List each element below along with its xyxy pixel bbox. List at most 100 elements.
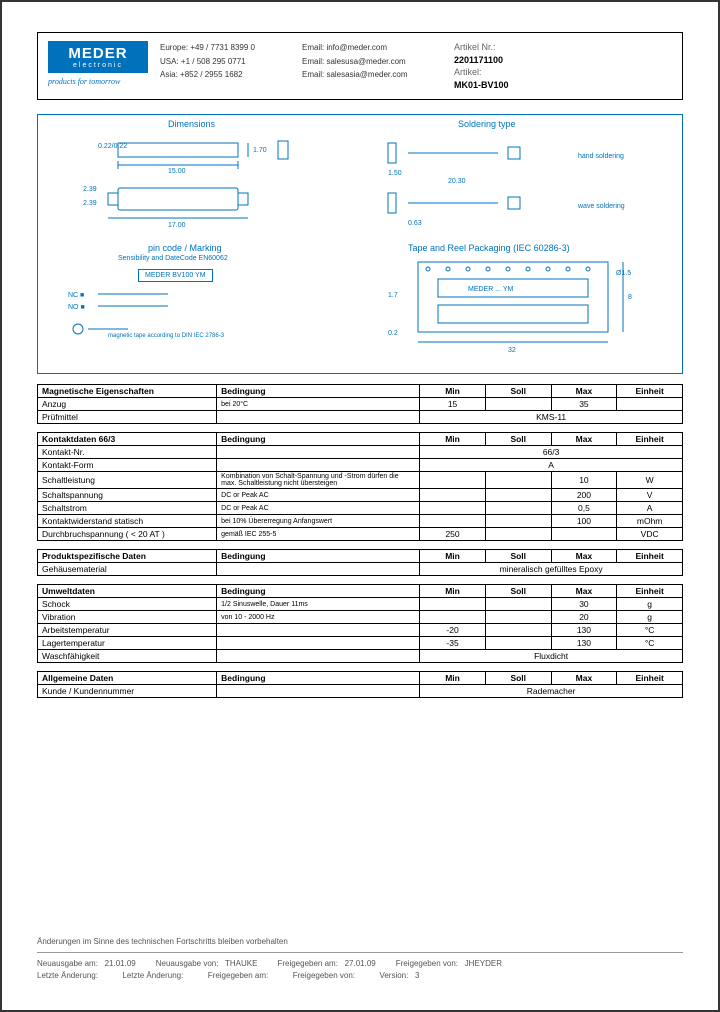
footer-field: Freigegeben von: [293,971,360,980]
table-header: Magnetische Eigenschaften [38,385,217,398]
pincode-title: pin code / Marking [148,243,222,253]
hand-solder-label: hand soldering [578,153,624,160]
table-header: Min [420,585,486,598]
table-header: Bedingung [217,385,420,398]
footer-field: Version: 3 [379,971,419,980]
table-header: Min [420,385,486,398]
table-header: Min [420,433,486,446]
table-row: Kontakt-FormA [38,459,683,472]
svg-text:1.70: 1.70 [253,147,267,154]
table-row: Durchbruchspannung ( < 20 AT )gemäß IEC … [38,528,683,541]
table-header: Max [551,385,617,398]
table-header: Min [420,550,486,563]
table-header: Bedingung [217,550,420,563]
spec-table: Allgemeine DatenBedingungMinSollMaxEinhe… [37,671,683,698]
table-header: Einheit [617,585,683,598]
tape-title: Tape and Reel Packaging (IEC 60286-3) [408,243,570,253]
tape-drawing: MEDER ... YM 1.7 0.2 Ø1.5 32 8 [388,257,648,357]
footer-field: Freigegeben am: 27.01.09 [277,959,375,968]
svg-text:0.22/0.22: 0.22/0.22 [98,143,127,150]
table-header: Max [551,433,617,446]
tape-note: magnetic tape according to DIN IEC 2786-… [108,333,224,339]
svg-text:2.39: 2.39 [83,186,97,193]
spec-table: Magnetische EigenschaftenBedingungMinSol… [37,384,683,424]
table-row: Arbeitstemperatur-20130°C [38,624,683,637]
tables: Magnetische EigenschaftenBedingungMinSol… [37,384,683,698]
table-row: Lagertemperatur-35130°C [38,637,683,650]
table-row: SchaltstromDC or Peak AC0,5A [38,502,683,515]
svg-text:0.2: 0.2 [388,330,398,337]
table-header: Bedingung [217,433,420,446]
pincode-sub: Sensibility and DateCode EN60062 [118,255,228,262]
footer-field: Letzte Änderung: [37,971,102,980]
svg-text:17.00: 17.00 [168,222,186,229]
wave-solder-label: wave soldering [578,203,625,210]
table-header: Soll [485,433,551,446]
tagline: products for tomorrow [48,77,148,86]
logo-sub: electronic [54,62,142,69]
logo: MEDER electronic [48,41,148,73]
table-row: SchaltleistungKombination von Schalt-Spa… [38,472,683,489]
svg-text:Ø1.5: Ø1.5 [616,270,631,277]
table-header: Kontaktdaten 66/3 [38,433,217,446]
footer-field: Neuausgabe von: THAUKE [156,959,258,968]
table-header: Min [420,672,486,685]
table-row: Gehäusematerialmineralisch gefülltes Epo… [38,563,683,576]
footer-field: Neuausgabe am: 21.01.09 [37,959,136,968]
table-header: Soll [485,585,551,598]
table-header: Max [551,585,617,598]
table-row: Kunde / KundennummerRademacher [38,685,683,698]
soldering-title: Soldering type [458,119,516,129]
table-header: Einheit [617,672,683,685]
svg-text:32: 32 [508,347,516,354]
table-row: WaschfähigkeitFluxdicht [38,650,683,663]
article-info: Artikel Nr.: 2201171100 Artikel: MK01-BV… [454,41,509,91]
table-header: Einheit [617,433,683,446]
table-header: Bedingung [217,585,420,598]
table-header: Umweltdaten [38,585,217,598]
table-header: Einheit [617,550,683,563]
svg-text:NC ■: NC ■ [68,292,84,299]
footer-row-2: Letzte Änderung: Letzte Änderung: Freige… [37,971,683,980]
table-header: Max [551,550,617,563]
spec-table: UmweltdatenBedingungMinSollMaxEinheitSch… [37,584,683,663]
svg-text:1.50: 1.50 [388,170,402,177]
footer-row-1: Neuausgabe am: 21.01.09 Neuausgabe von: T… [37,959,683,968]
table-row: SchaltspannungDC or Peak AC200V [38,489,683,502]
footer: Änderungen im Sinne des technischen Fort… [37,937,683,980]
table-row: PrüfmittelKMS-11 [38,411,683,424]
table-header: Soll [485,672,551,685]
table-row: Kontaktwiderstand statischbei 10% Überer… [38,515,683,528]
spec-table: Kontaktdaten 66/3BedingungMinSollMaxEinh… [37,432,683,541]
dimensions-title: Dimensions [168,119,215,129]
soldering-drawing: 1.50 20.30 0.63 [378,133,658,233]
svg-text:0.63: 0.63 [408,220,422,227]
logo-area: MEDER electronic products for tomorrow [48,41,148,91]
dimension-drawing: 15.00 1.70 17.00 2.39 2.39 0.22/0.22 [68,133,348,233]
table-row: Anzugbei 20°C1535 [38,398,683,411]
footer-field: Letzte Änderung: [122,971,187,980]
table-header: Einheit [617,385,683,398]
svg-text:2.39: 2.39 [83,200,97,207]
change-note: Änderungen im Sinne des technischen Fort… [37,937,683,946]
svg-text:NO ■: NO ■ [68,304,85,311]
table-row: Schock1/2 Sinuswelle, Dauer 11ms30g [38,598,683,611]
svg-text:20.30: 20.30 [448,178,466,185]
svg-text:8: 8 [628,294,632,301]
diagram-area: Dimensions Soldering type 15.00 1.70 17.… [37,114,683,374]
table-header: Bedingung [217,672,420,685]
table-header: Soll [485,385,551,398]
spec-table: Produktspezifische DatenBedingungMinSoll… [37,549,683,576]
table-header: Max [551,672,617,685]
table-header: Allgemeine Daten [38,672,217,685]
table-row: Vibrationvon 10 - 2000 Hz20g [38,611,683,624]
datasheet-page: MEDER electronic products for tomorrow E… [0,0,720,1012]
contact-regions: Europe: +49 / 7731 8399 0 USA: +1 / 508 … [160,41,290,91]
footer-field: Freigegeben am: [208,971,273,980]
table-row: Kontakt-Nr.66/3 [38,446,683,459]
marking-box: MEDER BV100 YM [138,269,213,282]
svg-text:1.7: 1.7 [388,292,398,299]
footer-field: Freigegeben von: JHEYDER [396,959,502,968]
header: MEDER electronic products for tomorrow E… [37,32,683,100]
table-header: Soll [485,550,551,563]
